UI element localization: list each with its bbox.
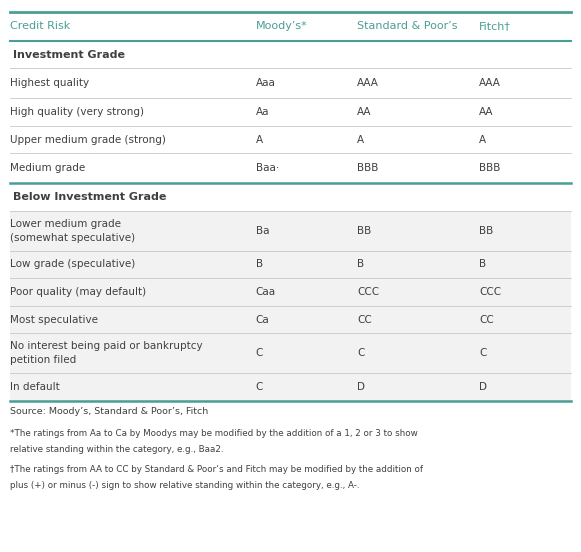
Text: Poor quality (may default): Poor quality (may default) [10, 287, 146, 297]
Bar [10, 251, 571, 278]
Text: Highest quality: Highest quality [10, 78, 89, 88]
Text: CC: CC [479, 315, 494, 325]
Text: (somewhat speculative): (somewhat speculative) [10, 233, 135, 243]
Bar [10, 333, 571, 373]
Text: D: D [479, 382, 487, 392]
Text: C: C [256, 382, 263, 392]
Text: Aaa: Aaa [256, 78, 275, 88]
Text: Source: Moody’s, Standard & Poor’s, Fitch: Source: Moody’s, Standard & Poor’s, Fitc… [10, 407, 209, 416]
Text: Most speculative: Most speculative [10, 315, 98, 325]
Text: High quality (very strong): High quality (very strong) [10, 107, 145, 117]
Text: Ca: Ca [256, 315, 270, 325]
Text: A: A [357, 135, 364, 145]
Text: †The ratings from AA to CC by Standard & Poor’s and Fitch may be modified by the: †The ratings from AA to CC by Standard &… [10, 465, 424, 474]
Bar [10, 373, 571, 401]
Text: Upper medium grade (strong): Upper medium grade (strong) [10, 135, 166, 145]
Text: Investment Grade: Investment Grade [13, 50, 125, 60]
Text: B: B [357, 259, 364, 269]
Text: relative standing within the category, e.g., Baa2.: relative standing within the category, e… [10, 445, 224, 454]
Text: CC: CC [357, 315, 372, 325]
Text: Fitch†: Fitch† [479, 22, 511, 31]
Text: BBB: BBB [479, 163, 501, 173]
Text: A: A [479, 135, 486, 145]
Text: Credit Risk: Credit Risk [10, 22, 71, 31]
Text: No interest being paid or bankruptcy: No interest being paid or bankruptcy [10, 341, 203, 351]
Text: petition filed: petition filed [10, 355, 77, 365]
Text: AA: AA [479, 107, 494, 117]
Text: Caa: Caa [256, 287, 276, 297]
Text: BBB: BBB [357, 163, 379, 173]
Text: A: A [256, 135, 263, 145]
Text: Baa·: Baa· [256, 163, 279, 173]
Text: In default: In default [10, 382, 60, 392]
Text: AAA: AAA [479, 78, 501, 88]
Text: Low grade (speculative): Low grade (speculative) [10, 259, 136, 269]
Text: BB: BB [357, 226, 372, 236]
Text: Moody’s*: Moody’s* [256, 22, 307, 31]
Text: C: C [357, 348, 365, 358]
Bar [10, 278, 571, 306]
Text: BB: BB [479, 226, 494, 236]
Bar [10, 211, 571, 251]
Text: C: C [479, 348, 487, 358]
Bar [10, 306, 571, 333]
Text: D: D [357, 382, 365, 392]
Text: Standard & Poor’s: Standard & Poor’s [357, 22, 458, 31]
Text: AAA: AAA [357, 78, 379, 88]
Text: plus (+) or minus (-) sign to show relative standing within the category, e.g., : plus (+) or minus (-) sign to show relat… [10, 481, 360, 490]
Text: B: B [256, 259, 263, 269]
Text: Below Investment Grade: Below Investment Grade [13, 192, 166, 202]
Text: CCC: CCC [357, 287, 379, 297]
Text: Aa: Aa [256, 107, 269, 117]
Text: CCC: CCC [479, 287, 501, 297]
Text: AA: AA [357, 107, 372, 117]
Text: B: B [479, 259, 486, 269]
Text: Medium grade: Medium grade [10, 163, 86, 173]
Text: Lower medium grade: Lower medium grade [10, 219, 121, 229]
Text: C: C [256, 348, 263, 358]
Text: *The ratings from Aa to Ca by Moodys may be modified by the addition of a 1, 2 o: *The ratings from Aa to Ca by Moodys may… [10, 429, 418, 438]
Text: Ba: Ba [256, 226, 269, 236]
